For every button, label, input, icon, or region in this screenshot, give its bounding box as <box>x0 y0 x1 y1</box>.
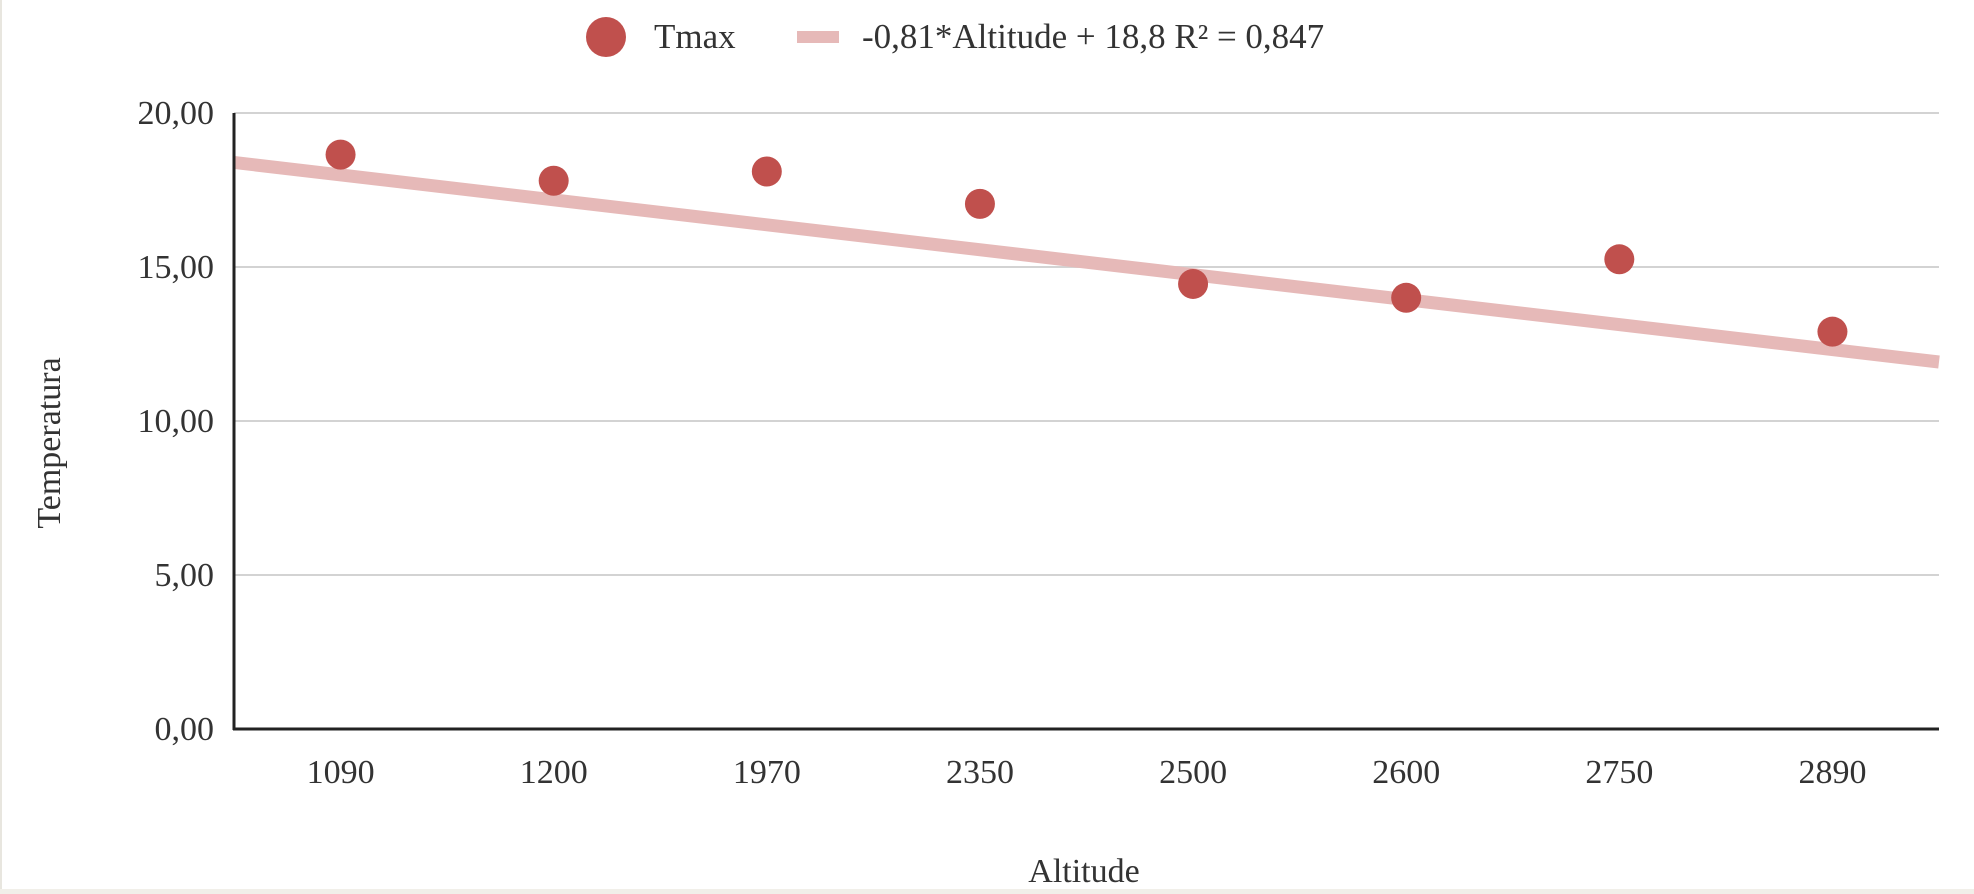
x-tick-label: 1200 <box>520 754 588 791</box>
data-point <box>1604 244 1635 275</box>
legend-label-trendline: -0,81*Altitude + 18,8 R² = 0,847 <box>862 17 1324 56</box>
legend-marker-trendline <box>797 31 839 43</box>
legend: Tmax -0,81*Altitude + 18,8 R² = 0,847 <box>586 17 1324 57</box>
legend-label-tmax: Tmax <box>654 17 736 56</box>
x-tick-label: 2350 <box>946 754 1014 791</box>
x-tick-label: 1090 <box>307 754 375 791</box>
data-point <box>964 188 995 219</box>
x-tick-label: 2750 <box>1585 754 1653 791</box>
x-tick-label: 2890 <box>1798 754 1866 791</box>
data-point <box>1817 316 1848 347</box>
data-point <box>538 165 569 196</box>
y-tick-label: 10,00 <box>138 403 215 440</box>
data-point <box>1178 268 1209 299</box>
axes <box>232 113 1939 731</box>
y-tick-label: 20,00 <box>138 95 215 132</box>
gridlines <box>234 112 1939 576</box>
x-tick-label: 1970 <box>733 754 801 791</box>
data-point <box>751 156 782 187</box>
y-tick-label: 5,00 <box>155 557 215 594</box>
data-point <box>325 139 356 170</box>
data-points <box>325 139 1848 347</box>
legend-marker-tmax <box>586 17 626 57</box>
data-point <box>1391 282 1422 313</box>
y-axis-title: Temperatura <box>31 357 68 528</box>
x-tick-labels: 1090 1200 1970 2350 2500 2600 2750 2890 <box>307 754 1867 791</box>
trendline <box>233 155 1940 369</box>
y-tick-labels: 0,00 5,00 10,00 15,00 20,00 <box>138 95 215 748</box>
y-tick-label: 15,00 <box>138 249 215 286</box>
trendline-layer <box>233 155 1940 369</box>
x-axis-title: Altitude <box>1028 853 1139 889</box>
x-tick-label: 2500 <box>1159 754 1227 791</box>
y-tick-label: 0,00 <box>155 711 215 748</box>
x-tick-label: 2600 <box>1372 754 1440 791</box>
